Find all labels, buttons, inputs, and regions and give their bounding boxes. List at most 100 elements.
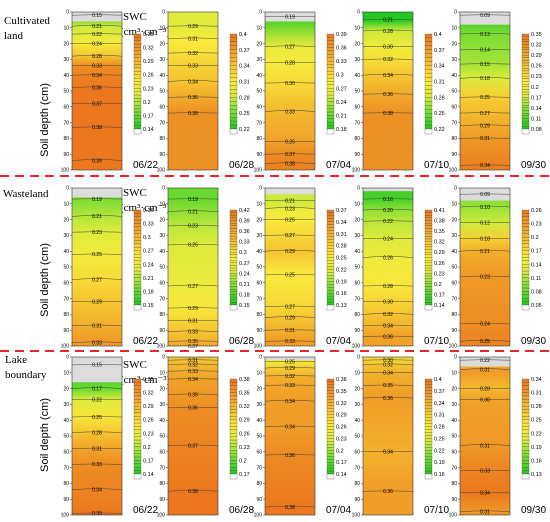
colorbar-tick-r0c1-5: 0.25: [239, 111, 250, 117]
colorbar-cell-r1c4-1-2: [521, 230, 530, 234]
colorbar-cell-r1c0-3-1: [133, 253, 142, 258]
colorbar-cell-r0c4-5-3: [521, 94, 530, 98]
colorbar-tick-r1c4-2: 0.2: [531, 235, 539, 241]
colorbar-tick-r0c4-2: 0.29: [531, 53, 542, 59]
contour-label-r0c2-5: 0.35: [285, 139, 295, 145]
contour-line-r2c3-4: [362, 396, 414, 399]
colorbar-cell-r0c0-2-3: [133, 71, 142, 75]
contour-label-r2c0-0: 0.15: [92, 363, 102, 369]
colorbar-cell-r1c4-2-3: [521, 247, 530, 251]
colorbar-cell-r1c1-6-2: [229, 278, 238, 282]
contour-label-r0c4-2: 0.14: [480, 48, 490, 54]
colorbar-cell-r0c3-1-2: [424, 57, 433, 62]
colorbar-cell-r1c0-5-0: [133, 277, 142, 282]
contour-line-r0c3-2: [362, 46, 414, 48]
contour-line-r0c2-0: [264, 15, 316, 17]
colorbar-tick-r1c2-6: 0.19: [336, 279, 347, 285]
colorbar-cell-r1c1-5-1: [229, 265, 238, 269]
colorbar-cell-r1c3-1-3: [424, 228, 433, 232]
contour-label-r0c4-7: 0.29: [480, 124, 490, 130]
colorbar-tick-r2c4-3: 0.25: [531, 418, 542, 424]
colorbar-cell-r1c3-2-1: [424, 233, 433, 237]
colorbar-tick-r0c4-8: 0.11: [531, 116, 541, 122]
colorbar-cell-r0c0-5-3: [133, 111, 142, 116]
contour-line-r0c3-1: [362, 29, 414, 32]
contour-label-r1c1-9: 0.37: [188, 344, 198, 350]
contour-line-r1c3-7: [362, 313, 414, 315]
colorbar-cell-r0c4-0-0: [521, 33, 530, 37]
y-tick-label-r2c2-7: 70: [256, 465, 262, 471]
panel-field-r1c4: [460, 188, 510, 346]
y-tick-label-r1c4-9: 90: [451, 328, 457, 334]
colorbar-cell-r2c4-1-0: [521, 392, 530, 397]
colorbar-cell-r0c1-1-1: [229, 53, 238, 58]
colorbar-cell-r0c3-0-0: [424, 33, 433, 39]
contour-line-r0c4-4: [459, 77, 511, 79]
panel-top-band-r1c3: [363, 188, 413, 192]
colorbar-cell-r1c3-6-2: [424, 278, 433, 282]
colorbar-cell-r1c2-6-1: [326, 284, 335, 288]
colorbar-cell-r0c2-3-0: [326, 74, 335, 79]
colorbar-tick-r1c4-4: 0.14: [531, 262, 542, 268]
colorbar-cell-r1c4-6-1: [521, 294, 530, 299]
contour-label-r1c1-8: 0.35: [188, 339, 198, 345]
y-tick-label-r1c0-9: 90: [63, 328, 69, 334]
colorbar-tick-r1c3-4: 0.29: [434, 250, 445, 256]
contour-label-r0c0-7: 0.36: [92, 86, 102, 92]
contour-label-r2c3-5: 0.34: [383, 450, 393, 456]
colorbar-tick-r1c4-6: 0.08: [531, 289, 542, 295]
contour-label-r1c4-7: 0.25: [480, 339, 490, 345]
y-tick-label-r0c2-10: 100: [254, 168, 263, 174]
y-tick-label-r1c0-10: 100: [61, 344, 70, 350]
contour-label-r1c3-3: 0.24: [383, 236, 393, 242]
colorbar-cell-r0c4-4-2: [521, 81, 530, 85]
colorbar-tick-r0c0-5: 0.2: [143, 100, 151, 106]
y-tick-label-r2c3-9: 90: [354, 497, 360, 503]
colorbar-cell-r0c4-6-2: [521, 102, 530, 106]
panel-top-band-r0c2: [265, 12, 315, 22]
y-tick-label-r1c3-8: 80: [354, 312, 360, 318]
contour-line-r0c0-2: [71, 33, 123, 35]
colorbar-cell-r2c0-5-3: [133, 456, 142, 461]
colorbar-tick-r1c4-3: 0.17: [531, 249, 542, 255]
colorbar-cell-r0c4-8-0: [521, 118, 530, 122]
colorbar-cell-r1c2-0-0: [326, 209, 335, 214]
contour-label-r1c4-6: 0.24: [480, 322, 490, 328]
colorbar-cell-r0c2-5-3: [326, 111, 335, 116]
colorbar-cell-r1c2-4-3: [326, 266, 335, 270]
contour-label-r1c4-5: 0.23: [480, 274, 490, 280]
colorbar-cell-r1c1-0-2: [229, 215, 238, 219]
colorbar-below-cell-r0c1: [229, 128, 238, 135]
y-tick-label-r0c1-7: 70: [159, 120, 165, 126]
y-tick-label-r0c2-1: 10: [256, 26, 262, 32]
colorbar-tick-r1c2-1: 0.34: [336, 220, 347, 226]
y-tick-label-r2c2-6: 60: [256, 450, 262, 456]
contour-label-r2c2-5: 0.34: [285, 424, 295, 430]
colorbar-cell-r1c0-1-1: [133, 226, 142, 231]
colorbar-tick-r2c3-5: 0.25: [434, 436, 445, 442]
y-tick-label-r1c0-1: 10: [63, 202, 69, 208]
contour-label-r0c0-6: 0.34: [92, 73, 102, 79]
colorbar-title-row3-line2: (cm³·cm⁻³): [120, 374, 171, 386]
contour-label-r1c3-2: 0.22: [383, 219, 393, 225]
contour-label-r1c4-1: 0.10: [480, 205, 490, 211]
colorbar-cell-r1c4-3-1: [521, 253, 530, 258]
contour-label-r1c1-5: 0.29: [188, 306, 198, 312]
contour-label-r0c4-4: 0.18: [480, 76, 490, 82]
colorbar-cell-r2c1-4-0: [229, 433, 238, 437]
colorbar-cell-r2c4-5-0: [521, 446, 530, 451]
colorbar-cell-r0c3-1-1: [424, 53, 433, 58]
colorbar-cell-r1c0-2-1: [133, 240, 142, 245]
colorbar-cell-r0c1-3-2: [229, 89, 238, 94]
colorbar-tick-r2c2-2: 0.32: [336, 401, 347, 407]
y-tick-label-r2c3-7: 70: [354, 465, 360, 471]
colorbar-cell-r1c4-3-2: [521, 257, 530, 262]
y-tick-label-r1c4-1: 10: [451, 202, 457, 208]
colorbar-tick-r1c4-0: 0.26: [531, 208, 542, 214]
colorbar-cell-r2c4-6-3: [521, 470, 530, 475]
contour-line-r1c0-7: [71, 341, 123, 344]
y-tick-label-r0c0-6: 60: [63, 105, 69, 111]
colorbar-cell-r2c4-1-2: [521, 399, 530, 403]
colorbar-cell-r1c2-5-1: [326, 272, 335, 276]
colorbar-cell-r0c1-5-1: [229, 117, 238, 122]
